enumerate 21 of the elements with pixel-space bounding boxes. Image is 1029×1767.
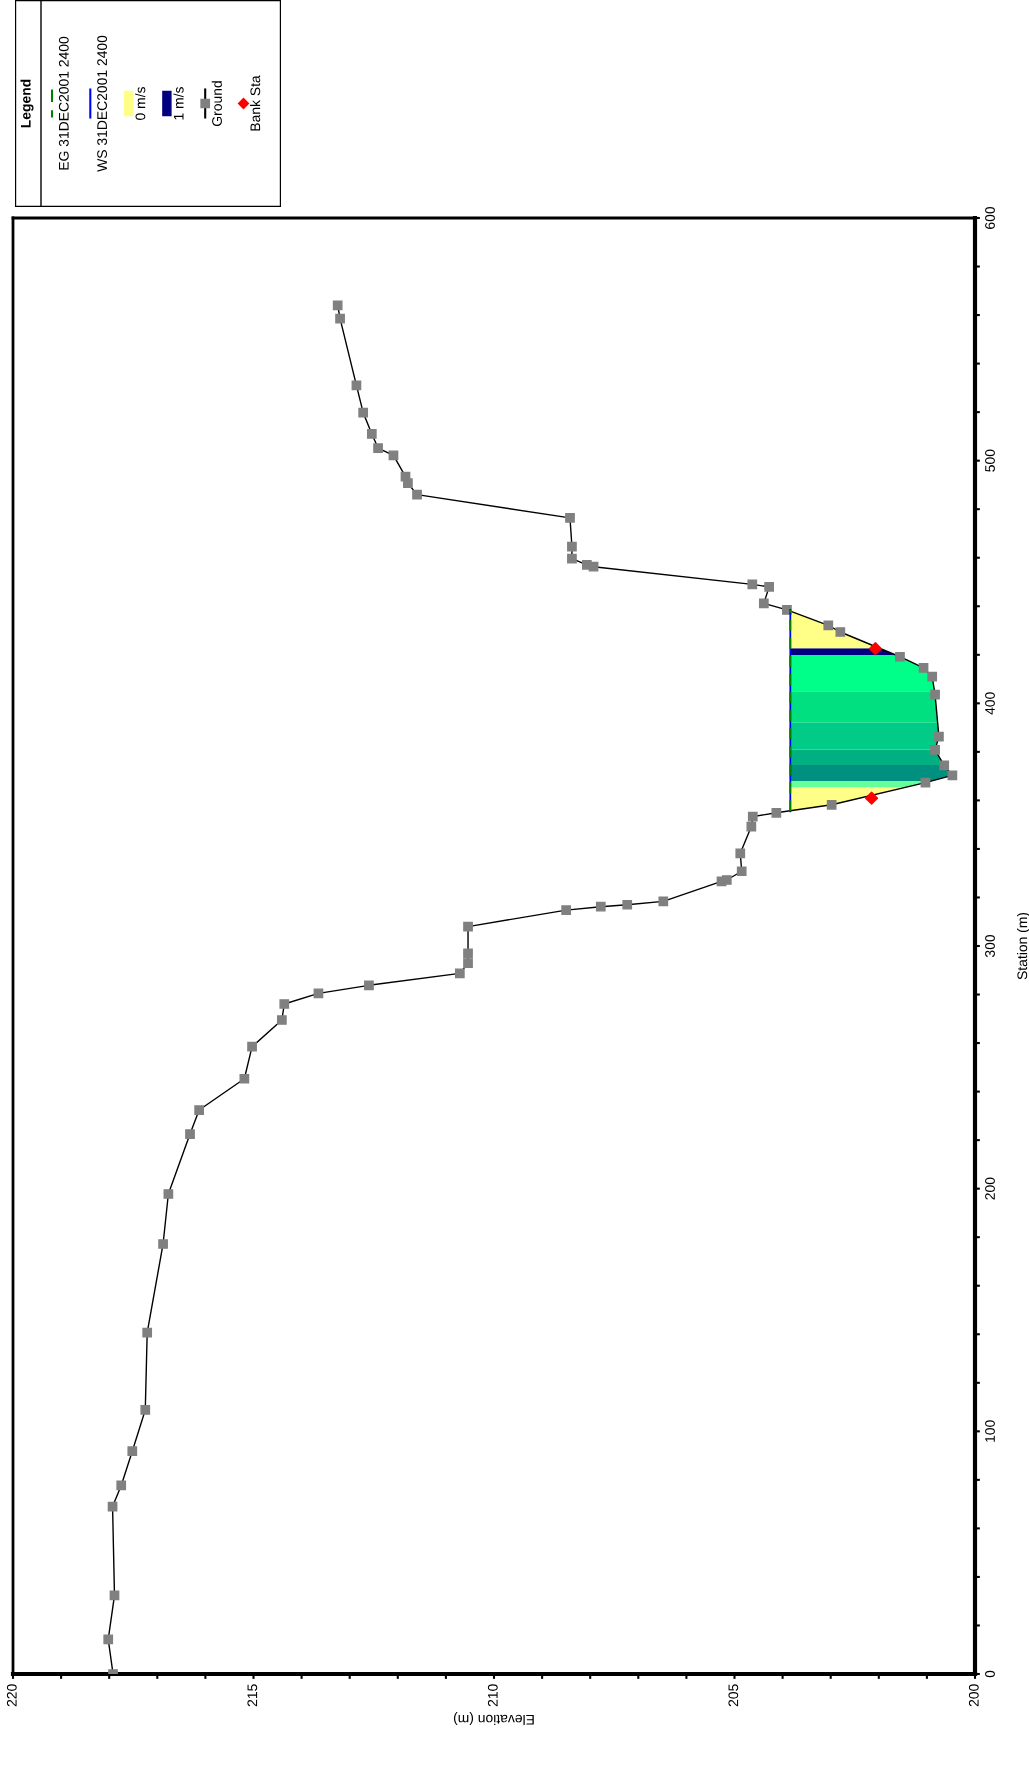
legend-label: EG 31DEC2001 2400	[58, 36, 69, 170]
y-tick-label: 100	[985, 1420, 995, 1442]
y-tick-label: 400	[985, 692, 995, 715]
x-tick-label: 205	[728, 1684, 739, 1707]
legend-label: Bank Sta	[250, 75, 261, 131]
x-axis-title: Elevation (m)	[453, 1712, 534, 1725]
legend-label: 1 m/s	[173, 87, 184, 120]
x-tick-label: 220	[6, 1684, 17, 1707]
legend-label: Ground	[211, 81, 222, 126]
y-axis-title: Station (m)	[1017, 912, 1029, 980]
y-tick-label: 500	[985, 449, 995, 472]
y-tick-label: 200	[985, 1177, 995, 1200]
legend-label: 0 m/s	[135, 87, 146, 120]
legend-title: Legend	[20, 79, 34, 128]
x-tick-label: 215	[247, 1684, 258, 1707]
x-tick-label: 200	[968, 1684, 979, 1707]
y-tick-label: 300	[985, 934, 995, 958]
x-tick-label: 210	[487, 1684, 498, 1707]
y-tick-label: 600	[985, 206, 995, 229]
y-tick-label: 0	[985, 1670, 995, 1678]
legend-label: WS 31DEC2001 2400	[97, 35, 108, 172]
